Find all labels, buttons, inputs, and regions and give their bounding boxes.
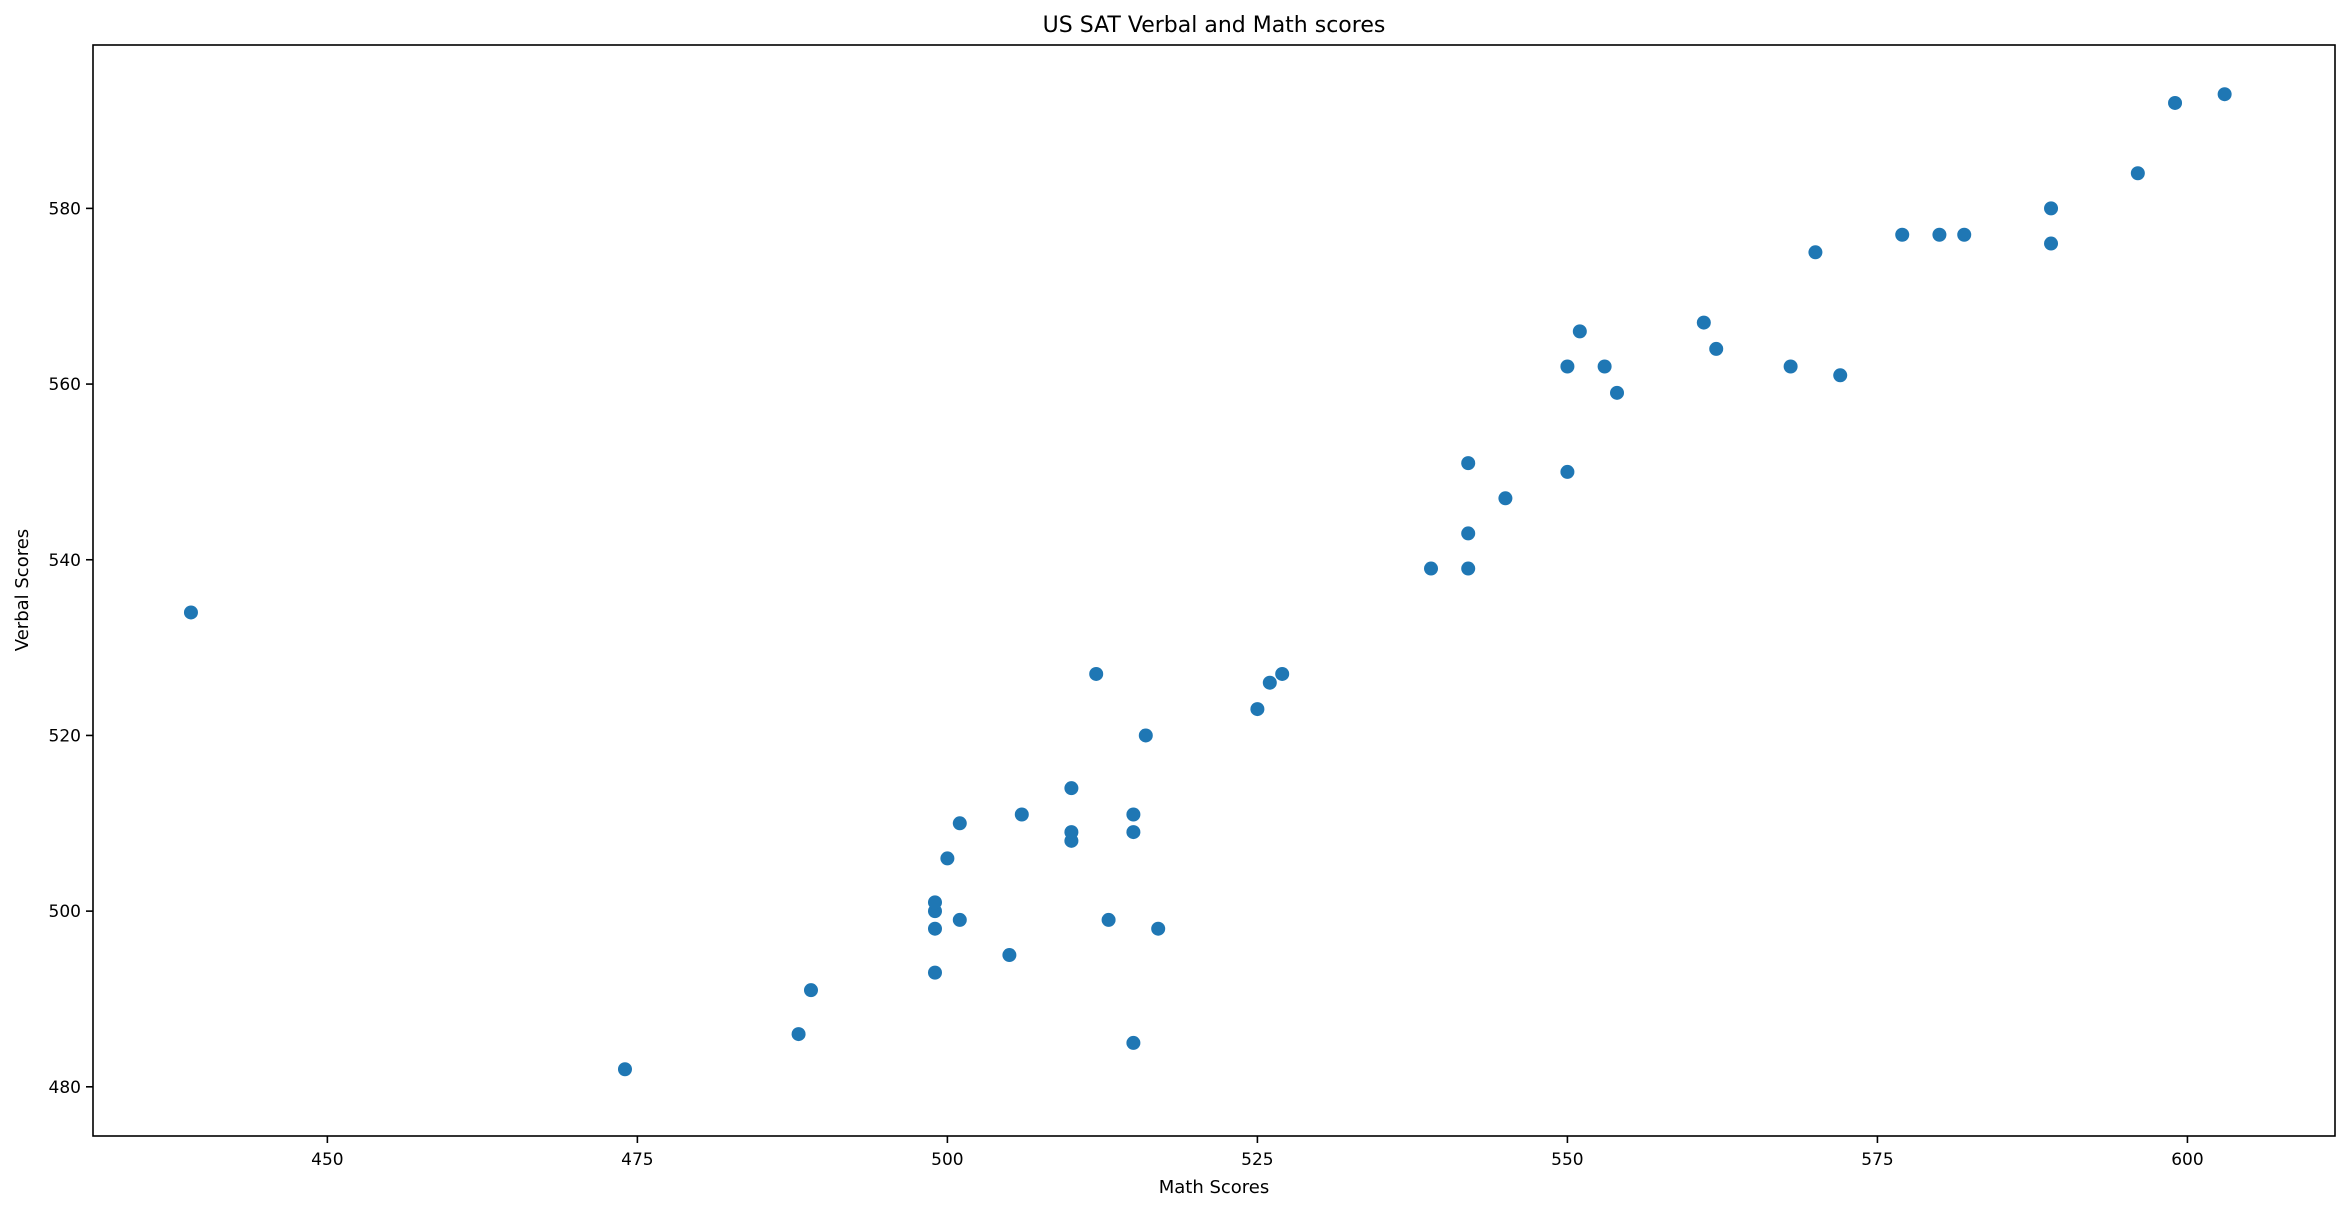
x-axis-label: Math Scores [1159,1177,1270,1198]
scatter-point [1014,807,1029,822]
scatter-point [1002,948,1017,963]
scatter-point [1833,368,1848,383]
scatter-point [1808,245,1823,260]
scatter-point [952,816,967,831]
scatter-point [1461,526,1476,541]
scatter-point [1126,825,1141,840]
scatter-point [1262,675,1277,690]
scatter-point [1560,359,1575,374]
x-axis: 450 475 500 525 550 575 600 [311,1136,2204,1170]
scatter-point [2044,201,2059,216]
y-axis: 480 500 520 540 560 580 [49,199,93,1098]
scatter-point [940,851,955,866]
y-tick-label: 560 [49,375,81,395]
y-tick-label: 520 [49,726,81,746]
data-points [183,87,2232,1077]
scatter-point [1126,807,1141,822]
scatter-point [1424,561,1439,576]
scatter-point [1610,385,1625,400]
scatter-point [1138,728,1153,743]
y-tick-label: 540 [49,551,81,571]
scatter-point [1560,464,1575,479]
scatter-point [1597,359,1612,374]
x-tick-label: 475 [621,1150,653,1170]
scatter-point [927,921,942,936]
x-tick-label: 500 [931,1150,963,1170]
scatter-point [1709,341,1724,356]
scatter-point [2130,166,2145,181]
scatter-point [1696,315,1711,330]
y-tick-label: 500 [49,902,81,922]
chart-title: US SAT Verbal and Math scores [1043,13,1386,38]
scatter-point [2168,95,2183,110]
scatter-point [1783,359,1798,374]
scatter-point [1895,227,1910,242]
scatter-point [1957,227,1972,242]
scatter-point [1151,921,1166,936]
scatter-point [1498,491,1513,506]
scatter-point [952,912,967,927]
scatter-point [1461,456,1476,471]
scatter-point [1126,1035,1141,1050]
scatter-point [1275,666,1290,681]
y-axis-label: Verbal Scores [12,529,33,651]
x-tick-label: 450 [311,1150,343,1170]
scatter-point [2217,87,2232,102]
scatter-point [2044,236,2059,251]
x-tick-label: 525 [1241,1150,1273,1170]
y-tick-label: 480 [49,1078,81,1098]
scatter-point [1101,912,1116,927]
scatter-point [1461,561,1476,576]
y-tick-label: 580 [49,199,81,219]
scatter-point [617,1062,632,1077]
scatter-point [1250,702,1265,717]
scatter-point [1572,324,1587,339]
scatter-point [927,895,942,910]
scatter-point [1064,781,1079,796]
scatter-point [927,965,942,980]
scatter-point [803,983,818,998]
plot-frame [92,44,2336,1137]
x-tick-label: 550 [1551,1150,1583,1170]
scatter-point [1064,825,1079,840]
x-tick-label: 575 [1861,1150,1893,1170]
scatter-point [1089,666,1104,681]
scatter-point [1932,227,1947,242]
x-tick-label: 600 [2171,1150,2203,1170]
scatter-point [183,605,198,620]
scatter-point [791,1027,806,1042]
